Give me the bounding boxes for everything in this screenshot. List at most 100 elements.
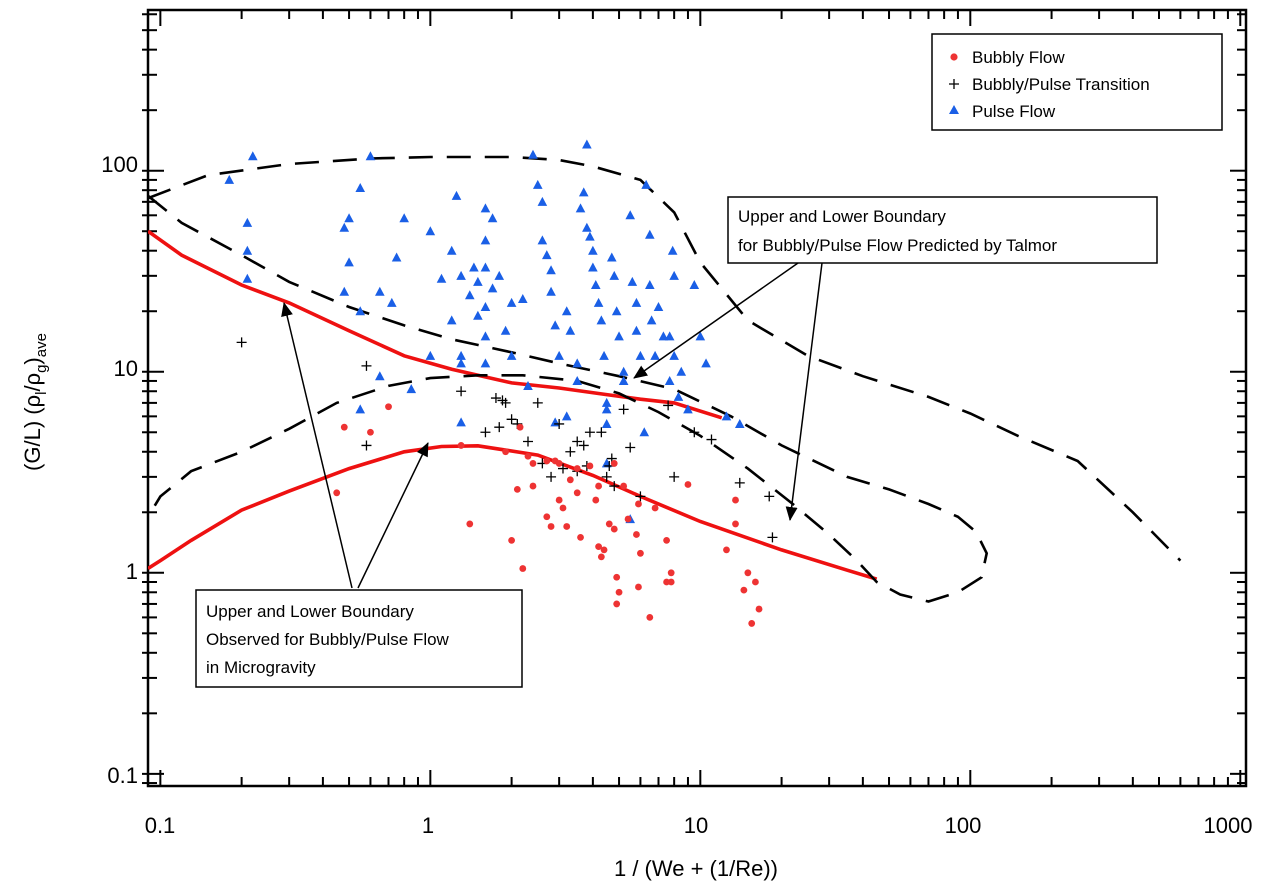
pulse-flow-point (487, 213, 498, 223)
pulse-flow-point (480, 358, 491, 368)
pulse-flow-point (242, 217, 253, 227)
pulse-flow-point (588, 262, 598, 272)
x-tick-labels: 0.1 1 10 100 1000 (145, 813, 1253, 838)
bubbly-flow-point (513, 485, 521, 493)
pulse-flow-point (653, 301, 664, 311)
bubbly-flow-point (516, 423, 524, 431)
bubbly-flow-point (600, 546, 608, 554)
pulse-flow-point (355, 183, 366, 193)
pulse-flow-point (601, 418, 612, 428)
pulse-flow-point (339, 286, 350, 296)
pulse-flow-point (480, 262, 491, 272)
transition-point (565, 446, 576, 457)
pulse-flow-point (599, 350, 609, 360)
bubbly-flow-point (684, 481, 692, 488)
bubbly-flow-point (610, 525, 618, 533)
annotation-line: Observed for Bubbly/Pulse Flow (206, 630, 450, 649)
bubbly-flow-point (559, 504, 567, 512)
pulse-flow-point (669, 350, 679, 360)
pulse-flow-point (578, 187, 589, 197)
y-tick-labels: 0.1 1 10 100 (101, 152, 138, 788)
pulse-flow-point (721, 411, 732, 421)
transition-point (601, 471, 612, 482)
pulse-flow-point (701, 358, 711, 368)
pulse-flow-point (676, 366, 687, 376)
pulse-flow-point (601, 404, 612, 414)
transition-point (522, 436, 533, 447)
pulse-flow-point (582, 139, 592, 149)
y-tick-label: 10 (114, 356, 138, 381)
x-tick-label: 0.1 (145, 813, 176, 838)
x-axis-label: 1 / (We + (1/Re)) (614, 856, 778, 881)
bubbly-flow-point (595, 543, 603, 550)
legend: Bubbly Flow Bubbly/Pulse Transition Puls… (931, 33, 1223, 131)
pulse-flow-point (601, 397, 612, 407)
transition-point (456, 386, 467, 397)
transition-point (578, 440, 589, 451)
pulse-flow-point (537, 196, 548, 206)
pulse-flow-point (689, 280, 700, 290)
bubbly-flow-point (502, 448, 509, 456)
pulse-flow-point (387, 297, 397, 307)
pulse-flow-point (588, 245, 598, 255)
pulse-flow-point (506, 297, 517, 307)
bubbly-flow-point (543, 513, 551, 521)
transition-point (618, 404, 629, 415)
transition-point (584, 427, 595, 438)
x-tick-label: 10 (684, 813, 708, 838)
annotation-box (727, 196, 1158, 264)
x-tick-label: 1 (422, 813, 434, 838)
pulse-flow-point (575, 203, 586, 213)
pulse-flow-point (550, 320, 560, 330)
pulse-flow-point (593, 297, 604, 307)
pulse-flow-point (446, 315, 457, 325)
pulse-flow-point (391, 252, 402, 262)
pulse-flow-point (645, 280, 655, 290)
pulse-flow-point (554, 350, 564, 360)
pulse-flow-point (242, 245, 253, 255)
transition-point (506, 414, 517, 425)
annotation-arrow (281, 302, 353, 589)
transition-point (734, 477, 745, 488)
annotation-line: Upper and Lower Boundary (206, 602, 414, 621)
pulse-flow-point (446, 245, 457, 255)
pulse-flow-point (565, 325, 576, 335)
pulse-flow-point (406, 384, 417, 394)
pulse-flow-point (650, 350, 660, 360)
pulse-flow-point (506, 350, 517, 360)
pulse-flow-point (464, 290, 475, 300)
bubbly-flow-point (529, 460, 537, 467)
pulse-flow-point (561, 411, 572, 421)
bubbly-flow-point (667, 578, 675, 586)
legend-marker-pulse (949, 105, 959, 114)
pulse-flow-point (436, 273, 447, 283)
bubbly-flow-point (752, 578, 759, 586)
bubbly-flow-point (508, 536, 516, 544)
pulse-flow-point (355, 306, 366, 316)
pulse-flow-point (494, 270, 505, 280)
pulse-flow-point (667, 245, 678, 255)
pulse-flow-point (609, 270, 620, 280)
pulse-flow-point (695, 331, 706, 341)
pulse-flow-point (523, 380, 533, 390)
bubbly-flow-point (529, 482, 537, 490)
pulse-flow-point (606, 252, 617, 262)
plot-frame (146, 8, 1248, 788)
pulse-flow-point (344, 257, 354, 267)
transition-point (706, 434, 717, 445)
legend-box (931, 33, 1223, 131)
pulse-flow-point (541, 250, 552, 260)
pulse-flow-point (683, 404, 693, 414)
pulse-flow-point (365, 151, 376, 161)
pulse-flow-point (618, 366, 629, 376)
bubbly-flow-point (367, 428, 374, 436)
pulse-flow-point (487, 283, 498, 293)
transition-point (689, 427, 700, 438)
pulse-flow-point (344, 213, 354, 223)
pulse-flow-point (673, 391, 684, 401)
transition-point (572, 436, 583, 447)
pulse-flow-point (631, 325, 642, 335)
transition-point (669, 471, 680, 482)
pulse-flow-point (611, 306, 622, 316)
pulse-flow-point (582, 222, 592, 232)
